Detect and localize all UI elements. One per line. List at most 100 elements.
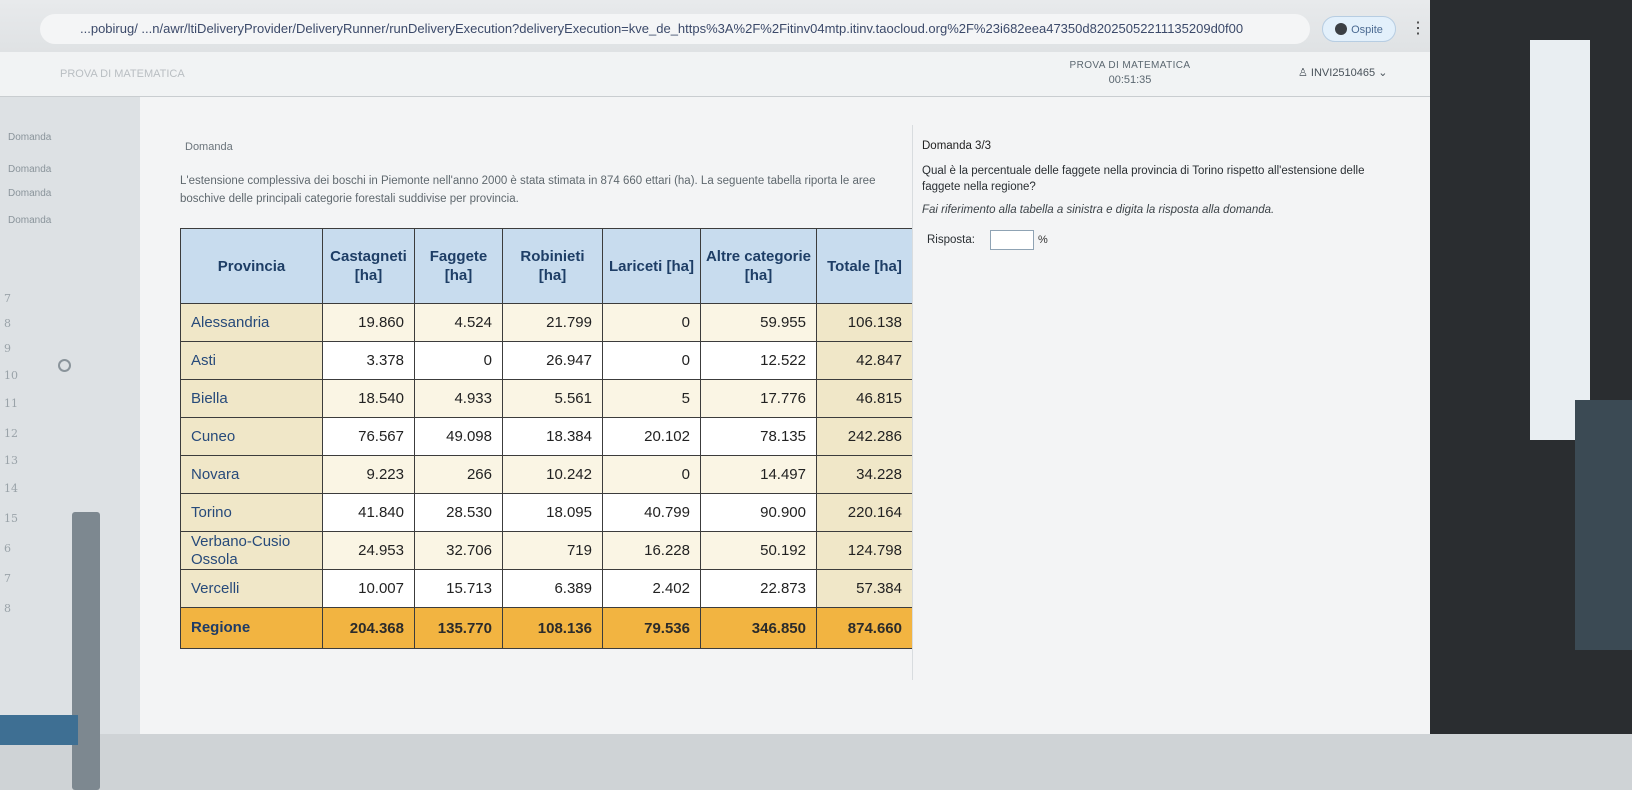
nav-number[interactable]: 7 xyxy=(4,572,11,585)
percent-unit: % xyxy=(1038,234,1048,246)
table-row: Asti 3.378 0 26.947 0 12.522 42.847 xyxy=(180,341,913,380)
table-cell: 90.900 xyxy=(700,493,817,532)
table-cell: 12.522 xyxy=(700,341,817,380)
table-cell: 5 xyxy=(602,379,701,418)
table-cell: 50.192 xyxy=(700,531,817,570)
nav-number[interactable]: 10 xyxy=(4,369,18,382)
table-row: Verbano-Cusio Ossola 24.953 32.706 719 1… xyxy=(180,531,913,570)
address-bar[interactable]: ...pobirug/ ...n/awr/ltiDeliveryProvider… xyxy=(40,14,1310,44)
column-header: Altre categorie [ha] xyxy=(700,228,817,304)
table-cell: 41.840 xyxy=(322,493,415,532)
guest-profile-button[interactable]: Ospite xyxy=(1322,16,1396,42)
table-cell: 10.242 xyxy=(502,455,603,494)
total-cell: 106.138 xyxy=(816,303,913,342)
table-cell: 9.223 xyxy=(322,455,415,494)
region-total-row: Regione 204.368 135.770 108.136 79.536 3… xyxy=(180,607,913,649)
answer-input[interactable] xyxy=(990,230,1034,250)
user-id-menu[interactable]: ♙ INVI2510465 ⌄ xyxy=(1298,66,1387,79)
table-row: Vercelli 10.007 15.713 6.389 2.402 22.87… xyxy=(180,569,913,608)
column-header: Provincia xyxy=(180,228,323,304)
nav-item[interactable]: Domanda xyxy=(8,188,52,199)
province-cell: Asti xyxy=(180,341,323,380)
nav-number[interactable]: 14 xyxy=(4,482,18,495)
table-cell: 16.228 xyxy=(602,531,701,570)
table-cell: 4.524 xyxy=(414,303,503,342)
table-cell: 49.098 xyxy=(414,417,503,456)
table-cell: 204.368 xyxy=(322,607,415,649)
nav-number[interactable]: 13 xyxy=(4,454,18,467)
nav-number[interactable]: 6 xyxy=(4,542,11,555)
province-cell: Cuneo xyxy=(180,417,323,456)
province-cell: Torino xyxy=(180,493,323,532)
table-cell: 4.933 xyxy=(414,379,503,418)
table-cell: 79.536 xyxy=(602,607,701,649)
countdown-timer: 00:51:35 xyxy=(1108,74,1152,86)
table-cell: 20.102 xyxy=(602,417,701,456)
column-header: Totale [ha] xyxy=(816,228,913,304)
background-monitor xyxy=(1575,400,1632,650)
column-header: Lariceti [ha] xyxy=(602,228,701,304)
table-cell: 15.713 xyxy=(414,569,503,608)
table-cell: 5.561 xyxy=(502,379,603,418)
province-cell: Alessandria xyxy=(180,303,323,342)
table-cell: 0 xyxy=(602,341,701,380)
nav-number[interactable]: 8 xyxy=(4,602,11,615)
total-cell: 46.815 xyxy=(816,379,913,418)
province-cell: Vercelli xyxy=(180,569,323,608)
browser-toolbar: ...pobirug/ ...n/awr/ltiDeliveryProvider… xyxy=(0,0,1632,53)
header-faded-title: PROVA DI MATEMATICA xyxy=(60,68,185,80)
answer-label: Risposta: xyxy=(927,234,975,246)
table-row: Alessandria 19.860 4.524 21.799 0 59.955… xyxy=(180,303,913,342)
nav-number[interactable]: 11 xyxy=(4,397,18,410)
table-cell: 266 xyxy=(414,455,503,494)
search-icon[interactable] xyxy=(58,359,71,372)
column-header: Faggete [ha] xyxy=(414,228,503,304)
column-header: Castagneti [ha] xyxy=(322,228,415,304)
table-cell: 78.135 xyxy=(700,417,817,456)
table-row: Torino 41.840 28.530 18.095 40.799 90.90… xyxy=(180,493,913,532)
table-cell: 17.776 xyxy=(700,379,817,418)
nav-item[interactable]: Domanda xyxy=(8,132,52,143)
table-row: Biella 18.540 4.933 5.561 5 17.776 46.81… xyxy=(180,379,913,418)
table-cell: 24.953 xyxy=(322,531,415,570)
question-text: Qual è la percentuale delle faggete nell… xyxy=(922,165,1365,193)
nav-scrollbar[interactable] xyxy=(72,512,100,790)
instruction-text: Fai riferimento alla tabella a sinistra … xyxy=(922,204,1275,216)
nav-item[interactable]: Domanda xyxy=(8,215,52,226)
question-navigation: Domanda Domanda Domanda Domanda 7 8 9 10… xyxy=(0,97,140,790)
table-cell: 28.530 xyxy=(414,493,503,532)
table-cell: 346.850 xyxy=(700,607,817,649)
table-row: Novara 9.223 266 10.242 0 14.497 34.228 xyxy=(180,455,913,494)
table-cell: 719 xyxy=(502,531,603,570)
question-counter: Domanda 3/3 xyxy=(922,140,992,152)
test-title: PROVA DI MATEMATICA xyxy=(1069,60,1191,71)
question-context-text: L'estensione complessiva dei boschi in P… xyxy=(180,175,876,205)
guest-label: Ospite xyxy=(1351,24,1383,36)
table-cell: 26.947 xyxy=(502,341,603,380)
total-cell: 124.798 xyxy=(816,531,913,570)
nav-number[interactable]: 8 xyxy=(4,317,11,330)
panel-divider xyxy=(912,125,913,680)
nav-number[interactable]: 12 xyxy=(4,427,18,440)
browser-menu-icon[interactable]: ⋮ xyxy=(1410,20,1426,37)
table-cell: 19.860 xyxy=(322,303,415,342)
left-panel-title: Domanda xyxy=(185,141,233,153)
table-cell: 40.799 xyxy=(602,493,701,532)
total-cell: 34.228 xyxy=(816,455,913,494)
table-cell: 14.497 xyxy=(700,455,817,494)
total-cell: 57.384 xyxy=(816,569,913,608)
province-cell: Verbano-Cusio Ossola xyxy=(180,531,323,570)
test-header: PROVA DI MATEMATICA PROVA DI MATEMATICA … xyxy=(0,52,1430,97)
total-cell: 242.286 xyxy=(816,417,913,456)
chevron-down-icon: ⌄ xyxy=(1375,67,1388,79)
nav-number[interactable]: 7 xyxy=(4,292,11,305)
nav-number[interactable]: 9 xyxy=(4,342,11,355)
table-cell: 2.402 xyxy=(602,569,701,608)
nav-number[interactable]: 15 xyxy=(4,512,18,525)
table-cell: 32.706 xyxy=(414,531,503,570)
nav-active-item[interactable] xyxy=(0,715,78,745)
forest-data-table: Provincia Castagneti [ha] Faggete [ha] R… xyxy=(180,228,913,649)
nav-item[interactable]: Domanda xyxy=(8,164,52,175)
user-icon: ♙ xyxy=(1298,67,1311,79)
province-cell: Novara xyxy=(180,455,323,494)
